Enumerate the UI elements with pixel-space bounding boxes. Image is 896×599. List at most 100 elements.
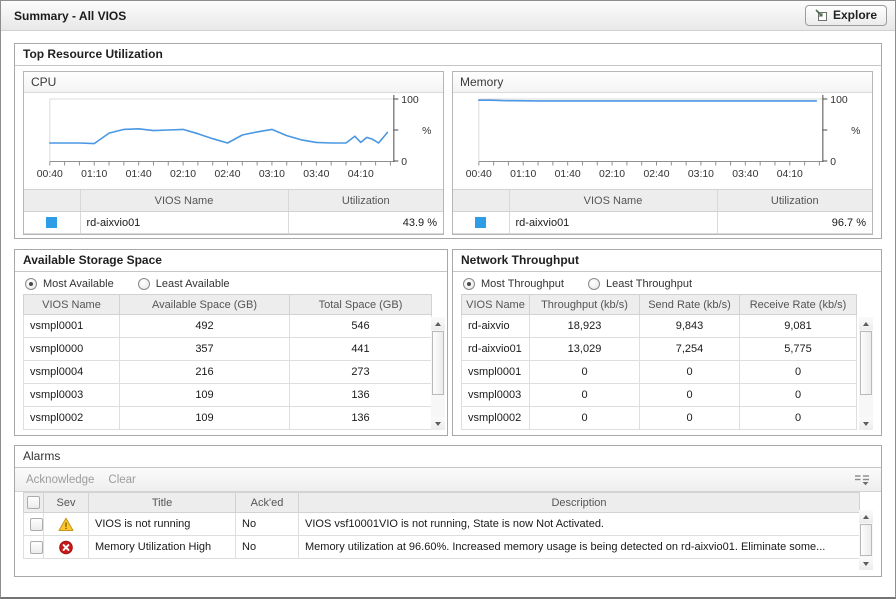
radio-least-throughput[interactable]: Least Throughput <box>587 278 692 290</box>
triangle-down-icon <box>863 421 869 426</box>
acknowledge-button[interactable]: Acknowledge <box>26 473 95 486</box>
svg-text:00:40: 00:40 <box>466 169 492 180</box>
alarms-scrollbar[interactable] <box>859 510 873 570</box>
column-header-title[interactable]: Title <box>88 492 236 513</box>
vios-name-cell: rd-aixvio01 <box>461 337 530 361</box>
cpu-panel: CPU 100 0% 00:40 01:10 01:40 02:10 02:40 03:10 0… <box>23 71 444 235</box>
panel-available-storage-space: Available Storage Space Most Available Le… <box>14 249 448 436</box>
alarm-title-cell: Memory Utilization High <box>88 535 236 559</box>
table-row[interactable]: vsmpl0001 0 0 0 <box>461 360 857 384</box>
select-all-checkbox[interactable] <box>27 496 40 509</box>
scrollbar-thumb[interactable] <box>432 331 444 396</box>
alarm-row[interactable]: ! VIOS is not running No VIOS vsf10001VIO i… <box>23 512 860 536</box>
scrollbar-thumb[interactable] <box>860 524 872 556</box>
scroll-down-button[interactable] <box>431 417 445 430</box>
value-cell: 109 <box>119 406 290 430</box>
legend-row[interactable]: rd-aixvio01 96.7 % <box>453 211 872 234</box>
value-cell: 0 <box>529 360 640 384</box>
cpu-legend-table: VIOS Name Utilization rd-aixvio01 43.9 % <box>24 189 443 234</box>
scrollbar-track[interactable] <box>859 330 873 417</box>
explore-button[interactable]: Explore <box>804 5 887 26</box>
table-row[interactable]: vsmpl0004 216 273 <box>23 360 432 384</box>
radio-label: Most Available <box>43 278 114 290</box>
column-header-ack-ed[interactable]: Ack'ed <box>235 492 299 513</box>
storage-radio-group: Most Available Least Available <box>15 272 447 294</box>
svg-text:01:40: 01:40 <box>555 169 581 180</box>
column-header-description[interactable]: Description <box>298 492 860 513</box>
svg-text:03:10: 03:10 <box>688 169 714 180</box>
value-cell: 136 <box>289 383 432 407</box>
memory-panel: Memory 100 0% 00:40 01:10 01:40 02:10 02:40 03:… <box>452 71 873 235</box>
radio-most-available[interactable]: Most Available <box>25 278 114 290</box>
svg-text:!: ! <box>65 521 68 531</box>
table-row[interactable]: vsmpl0001 492 546 <box>23 314 432 338</box>
legend-swatch-column-header <box>453 189 509 212</box>
svg-text:03:10: 03:10 <box>259 169 285 180</box>
vios-name-cell: vsmpl0002 <box>23 406 120 430</box>
column-header-send-rate-kb-s[interactable]: Send Rate (kb/s) <box>639 294 740 315</box>
column-header-total-space-gb[interactable]: Total Space (GB) <box>289 294 432 315</box>
memory-utilization-chart[interactable]: 100 0% 00:40 01:10 01:40 02:10 02:40 03:10 03:40… <box>453 93 872 189</box>
explore-button-label: Explore <box>832 8 877 22</box>
svg-text:%: % <box>851 126 860 137</box>
column-header-receive-rate-kb-s[interactable]: Receive Rate (kb/s) <box>739 294 857 315</box>
column-header-vios-name[interactable]: VIOS Name <box>23 294 120 315</box>
cpu-utilization-chart[interactable]: 100 0% 00:40 01:10 01:40 02:10 02:40 03:10 03:40… <box>24 93 443 189</box>
radio-label: Least Available <box>155 278 230 290</box>
value-cell: 0 <box>529 383 640 407</box>
table-row[interactable]: vsmpl0003 0 0 0 <box>461 383 857 407</box>
scroll-up-button[interactable] <box>859 510 873 523</box>
table-row[interactable]: vsmpl0002 109 136 <box>23 406 432 430</box>
vios-name-cell: vsmpl0002 <box>461 406 530 430</box>
table-row[interactable]: vsmpl0000 357 441 <box>23 337 432 361</box>
alarm-checkbox[interactable] <box>30 540 43 554</box>
scroll-up-button[interactable] <box>859 317 873 330</box>
radio-least-available[interactable]: Least Available <box>137 278 230 290</box>
checkbox-cell <box>23 535 44 559</box>
table-customizer-icon[interactable] <box>854 474 870 486</box>
explore-icon <box>815 8 827 21</box>
description-cell: VIOS vsf10001VIO is not running, State i… <box>298 512 860 536</box>
svg-text:02:10: 02:10 <box>599 169 625 180</box>
alarm-row[interactable]: Memory Utilization High No Memory utilizat… <box>23 535 860 559</box>
series-color-swatch <box>46 217 58 229</box>
scrollbar-track[interactable] <box>859 523 873 557</box>
scrollbar-track[interactable] <box>431 330 445 417</box>
alarms-title: Alarms <box>15 446 881 468</box>
column-header-available-space-gb[interactable]: Available Space (GB) <box>119 294 290 315</box>
column-header-sev[interactable]: Sev <box>43 492 89 513</box>
table-row[interactable]: vsmpl0002 0 0 0 <box>461 406 857 430</box>
network-scrollbar[interactable] <box>859 317 873 430</box>
scroll-up-button[interactable] <box>431 317 445 330</box>
clear-button[interactable]: Clear <box>108 473 136 486</box>
svg-text:100: 100 <box>830 95 848 106</box>
panel-alarms: Alarms Acknowledge Clear Sev Title Ack'ed D… <box>14 445 882 577</box>
storage-scrollbar[interactable] <box>431 317 445 430</box>
table-row[interactable]: rd-aixvio01 13,029 7,254 5,775 <box>461 337 857 361</box>
radio-most-throughput[interactable]: Most Throughput <box>463 278 564 290</box>
table-row[interactable]: rd-aixvio 18,923 9,843 9,081 <box>461 314 857 338</box>
table-row[interactable]: vsmpl0003 109 136 <box>23 383 432 407</box>
alarm-checkbox[interactable] <box>30 517 43 531</box>
radio-label: Most Throughput <box>481 278 564 290</box>
value-cell: 0 <box>739 360 857 384</box>
network-table: VIOS Name Throughput (kb/s) Send Rate (kb/… <box>461 294 857 430</box>
scroll-down-button[interactable] <box>859 557 873 570</box>
svg-text:0: 0 <box>401 157 407 168</box>
vios-name-cell: rd-aixvio01 <box>79 211 288 234</box>
alarms-table: Sev Title Ack'ed Description! VIOS is not ru… <box>23 492 860 559</box>
column-header-throughput-kb-s[interactable]: Throughput (kb/s) <box>529 294 640 315</box>
column-header-utilization: Utilization <box>716 189 872 212</box>
svg-text:%: % <box>422 126 431 137</box>
legend-row[interactable]: rd-aixvio01 43.9 % <box>24 211 443 234</box>
radio-button-icon <box>463 278 475 290</box>
radio-button-icon <box>137 278 150 290</box>
page-title: Summary - All VIOS <box>14 8 127 23</box>
alarm-title-cell: VIOS is not running <box>88 512 236 536</box>
utilization-cell: 43.9 % <box>287 211 443 234</box>
vios-name-cell: vsmpl0003 <box>461 383 530 407</box>
scroll-down-button[interactable] <box>859 417 873 430</box>
scrollbar-thumb[interactable] <box>860 331 872 396</box>
svg-text:04:10: 04:10 <box>777 169 803 180</box>
column-header-vios-name[interactable]: VIOS Name <box>461 294 530 315</box>
